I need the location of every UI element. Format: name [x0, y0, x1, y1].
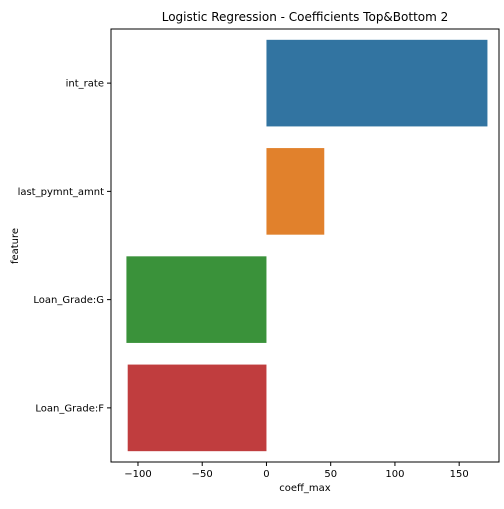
x-tick-label: −50	[192, 469, 213, 480]
x-tick-label: 100	[385, 469, 404, 480]
bars-layer	[126, 39, 488, 452]
y-tick-label: int_rate	[66, 79, 104, 90]
bar-int-rate	[266, 39, 488, 127]
bar-loan-grade-f	[127, 364, 267, 452]
bar-last-pymnt-amnt	[266, 148, 325, 235]
x-tick-label: −100	[124, 469, 151, 480]
x-tick-label: 50	[324, 469, 337, 480]
x-tick-label: 150	[450, 469, 469, 480]
y-tick-label: Loan_Grade:G	[33, 295, 104, 306]
x-axis-label: coeff_max	[279, 483, 331, 494]
chart-title: Logistic Regression - Coefficients Top&B…	[162, 10, 449, 24]
ticks-layer: int_rate last_pymnt_amnt Loan_Grade:G Loan_…	[18, 79, 469, 480]
bar-loan-grade-g	[126, 256, 267, 343]
y-tick-label: last_pymnt_amnt	[18, 187, 105, 198]
y-axis-label: feature	[10, 228, 21, 264]
y-tick-label: Loan_Grade:F	[35, 403, 104, 414]
plot-frame	[110, 28, 500, 463]
x-tick-label: 0	[263, 469, 269, 480]
